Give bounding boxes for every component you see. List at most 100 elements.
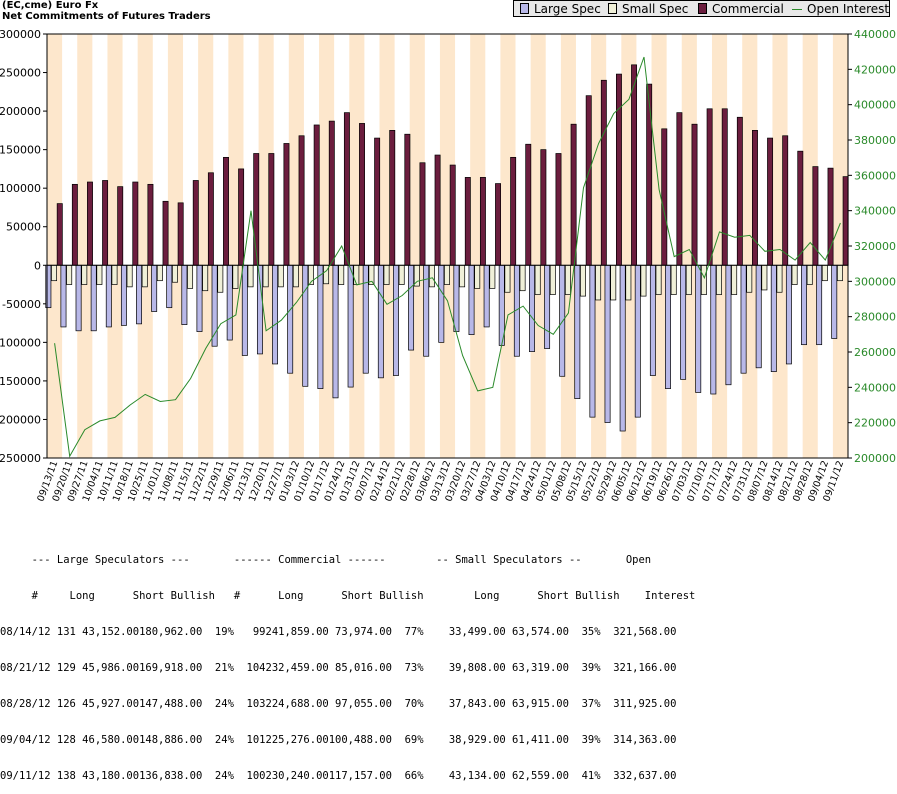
bar-large-spec: [634, 264, 641, 418]
bar-commercial: [162, 200, 169, 266]
bar-small-spec: [489, 264, 496, 289]
bar-commercial: [585, 95, 592, 266]
bar-small-spec: [96, 264, 103, 285]
table-row: 09/04/12 128 46,580.00148,886.00 24% 101…: [0, 734, 677, 746]
table-row: 08/14/12 131 43,152.00180,962.00 19% 992…: [0, 626, 677, 638]
bar-commercial: [661, 128, 668, 266]
positions-table: --- Large Speculators --- ------ Commerc…: [0, 530, 695, 794]
legend-open-interest: Open Interest: [792, 2, 889, 16]
date-band: [137, 34, 153, 458]
right-tick-label: 400000: [854, 99, 896, 112]
left-tick-label: 100000: [0, 182, 41, 195]
bar-small-spec: [776, 264, 783, 293]
bar-large-spec: [785, 264, 792, 365]
table-row: 08/21/12 129 45,986.00169,918.00 21% 104…: [0, 662, 677, 674]
bar-commercial: [192, 180, 199, 266]
chart-header: (EC,cme) Euro Fx Net Commitments of Futu…: [2, 0, 211, 22]
bar-small-spec: [66, 264, 73, 285]
bar-small-spec: [232, 264, 239, 289]
bar-small-spec: [156, 264, 163, 282]
date-band: [167, 34, 184, 458]
bar-commercial: [721, 108, 728, 266]
bar-large-spec: [166, 264, 173, 309]
bar-small-spec: [217, 264, 224, 293]
right-tick-label: 440000: [854, 28, 896, 41]
bar-large-spec: [695, 264, 702, 393]
bar-commercial: [479, 177, 486, 266]
legend: Large Spec Small Spec Commercial Open In…: [513, 0, 890, 17]
bar-large-spec: [649, 264, 656, 376]
bar-large-spec: [181, 264, 188, 325]
bar-small-spec: [564, 264, 571, 295]
bar-large-spec: [408, 264, 415, 351]
bar-commercial: [56, 203, 63, 266]
bar-commercial: [615, 73, 622, 266]
bar-large-spec: [196, 264, 203, 332]
bar-commercial: [404, 133, 411, 266]
left-tick-label: -100000: [0, 336, 41, 349]
left-tick-label: 250000: [0, 67, 41, 80]
bar-large-spec: [377, 264, 384, 379]
bar-small-spec: [277, 264, 284, 288]
bar-large-spec: [226, 264, 233, 341]
bar-commercial: [631, 64, 638, 266]
date-band: [832, 34, 848, 458]
bar-commercial: [510, 156, 517, 266]
bar-large-spec: [498, 264, 505, 346]
bar-small-spec: [338, 264, 345, 285]
bar-small-spec: [580, 264, 586, 297]
bar-commercial: [268, 153, 275, 266]
right-tick-label: 220000: [854, 417, 896, 430]
legend-commercial: Commercial: [698, 2, 784, 16]
legend-swatch-icon: [520, 3, 529, 14]
open-interest-line: [54, 56, 841, 458]
legend-swatch-icon: [698, 3, 707, 14]
bar-commercial: [223, 156, 229, 266]
bar-large-spec: [136, 264, 142, 325]
bar-small-spec: [428, 264, 435, 288]
bar-large-spec: [680, 264, 687, 380]
bar-commercial: [71, 183, 78, 266]
bar-large-spec: [589, 264, 596, 418]
bar-commercial: [570, 123, 577, 266]
bar-commercial: [646, 83, 653, 266]
bar-small-spec: [172, 264, 178, 283]
bar-commercial: [434, 154, 441, 266]
bar-small-spec: [81, 264, 88, 285]
legend-label: Commercial: [712, 2, 784, 16]
bar-commercial: [147, 183, 154, 266]
bar-commercial: [298, 135, 305, 266]
date-band: [198, 34, 214, 458]
bar-commercial: [752, 130, 758, 266]
right-tick-label: 380000: [854, 134, 896, 147]
bar-small-spec: [685, 264, 692, 295]
bar-small-spec: [716, 264, 722, 295]
table-group-header: --- Large Speculators --- ------ Commerc…: [0, 554, 652, 566]
bar-commercial: [313, 124, 320, 266]
date-band: [228, 34, 244, 458]
bar-commercial: [374, 137, 381, 266]
date-band: [77, 34, 93, 458]
date-band: [439, 34, 456, 458]
legend-small-spec: Small Spec: [608, 2, 688, 16]
bar-small-spec: [746, 264, 753, 293]
bar-commercial: [419, 162, 426, 266]
left-tick-label: 150000: [0, 144, 41, 157]
left-tick-label: 50000: [6, 221, 41, 234]
legend-line-icon: [792, 9, 802, 10]
bar-large-spec: [438, 264, 445, 343]
bar-large-spec: [287, 264, 294, 374]
left-tick-label: -50000: [2, 298, 41, 311]
bar-large-spec: [241, 264, 248, 356]
date-band: [530, 34, 546, 458]
right-tick-label: 260000: [854, 346, 896, 359]
bar-large-spec: [272, 264, 279, 365]
bar-large-spec: [347, 264, 354, 388]
legend-large-spec: Large Spec: [520, 2, 601, 16]
left-tick-label: -200000: [0, 413, 41, 426]
bar-small-spec: [655, 264, 662, 295]
bar-small-spec: [504, 264, 511, 293]
bar-large-spec: [665, 264, 671, 389]
bar-commercial: [87, 181, 93, 266]
bar-small-spec: [821, 264, 828, 282]
